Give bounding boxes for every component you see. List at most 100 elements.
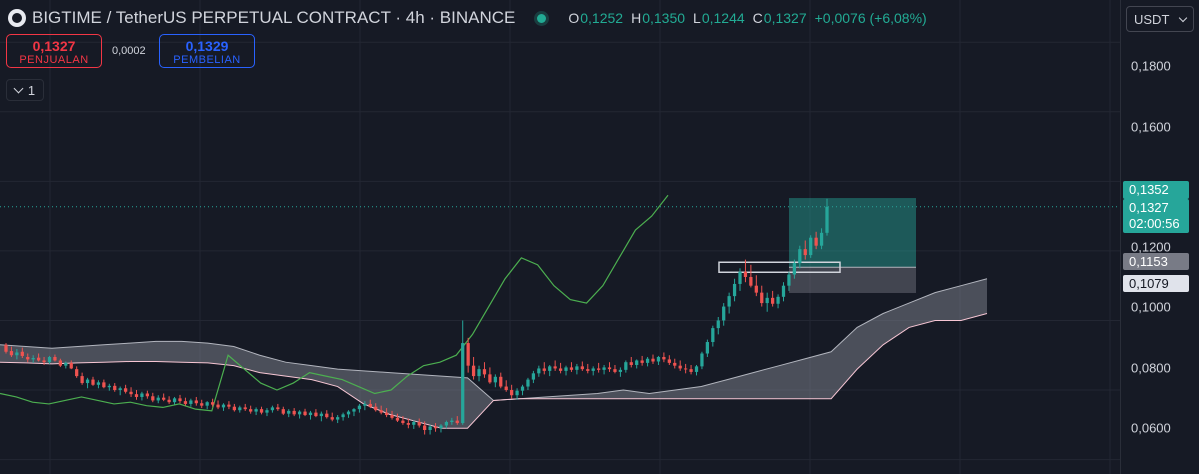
spread-value: 0,0002 — [112, 45, 146, 57]
candle-body — [167, 399, 171, 403]
candle-body — [69, 362, 73, 369]
candle-body — [770, 297, 775, 304]
candle-body — [444, 422, 449, 426]
chart-header: BIGTIME / TetherUS PERPETUAL CONTRACT · … — [8, 6, 927, 30]
candle-body — [809, 237, 813, 256]
ohlc-close-key: C — [752, 10, 763, 26]
lagging-span-path — [0, 194, 669, 412]
candle-body — [287, 410, 291, 414]
candle-body — [189, 400, 193, 404]
sell-button[interactable]: 0,1327 PENJUALAN — [6, 34, 102, 68]
candle-body — [700, 353, 704, 367]
candle-body — [42, 360, 46, 363]
candle-body — [624, 362, 628, 370]
sell-price: 0,1327 — [32, 38, 76, 54]
candle-body — [134, 394, 139, 397]
candle-body — [760, 292, 764, 304]
indicators-toggle[interactable]: 1 — [6, 79, 44, 101]
candle-body — [471, 365, 476, 377]
candle-body — [64, 362, 68, 366]
grid-lines — [0, 0, 1120, 474]
axis-tick-label: 0,1200 — [1131, 239, 1171, 255]
candle-body — [352, 409, 356, 412]
indicator-count: 1 — [27, 82, 36, 98]
candle-body — [374, 406, 378, 411]
candle-body — [232, 406, 236, 411]
candle-body — [384, 412, 389, 416]
candle-body — [526, 379, 530, 387]
candle-body — [651, 358, 655, 362]
candle-body — [172, 398, 177, 403]
candle-body — [613, 369, 617, 372]
candle-body — [645, 358, 650, 363]
buy-price: 0,1329 — [185, 38, 229, 54]
cloud-area — [0, 278, 987, 429]
lagging-span-line — [0, 194, 669, 412]
candle-body — [330, 417, 334, 420]
profit-zone — [789, 198, 916, 268]
candle-body — [4, 344, 8, 352]
candle-body — [270, 407, 275, 411]
price-axis[interactable] — [1120, 0, 1199, 474]
candle-body — [819, 232, 824, 246]
candle-body — [461, 343, 465, 424]
candle-body — [466, 343, 470, 366]
candle-body — [515, 390, 519, 396]
candle-body — [792, 263, 797, 275]
candle-body — [433, 426, 438, 429]
symbol-title[interactable]: BIGTIME / TetherUS PERPETUAL CONTRACT · … — [32, 8, 516, 27]
last-price-tag: 0,1327 02:00:56 — [1123, 199, 1189, 233]
candle-body — [597, 368, 601, 370]
currency-select[interactable]: USDT — [1126, 6, 1194, 32]
candle-body — [722, 306, 726, 321]
candle-body — [537, 368, 541, 374]
candle-body — [26, 356, 30, 360]
candle-body — [336, 417, 340, 420]
candle-body — [151, 396, 155, 401]
candle-body — [80, 376, 84, 384]
buy-button[interactable]: 0,1329 PEMBELIAN — [159, 34, 255, 68]
candle-body — [629, 362, 633, 365]
candle-body — [558, 368, 563, 371]
candle-body — [727, 296, 731, 307]
bar-countdown: 02:00:56 — [1129, 216, 1180, 231]
candle-body — [390, 415, 394, 418]
candle-body — [297, 411, 302, 415]
candle-body — [200, 403, 204, 406]
ohlc-low: 0,1244 — [701, 10, 745, 26]
candle-body — [580, 366, 584, 370]
candle-body — [635, 360, 639, 365]
candle-body — [221, 404, 226, 408]
position-tool[interactable] — [718, 198, 916, 293]
currency-label: USDT — [1134, 11, 1170, 27]
candle-body — [368, 403, 372, 407]
candle-body — [531, 373, 536, 380]
candle-body — [450, 420, 454, 423]
candle-body — [102, 382, 106, 388]
candle-body — [814, 237, 818, 246]
candle-body — [569, 367, 574, 370]
entry-price-tag: 0,1153 — [1123, 253, 1189, 270]
ohlc-high: 0,1350 — [642, 10, 686, 26]
candle-body — [564, 367, 568, 371]
candle-body — [113, 385, 117, 391]
candle-body — [363, 403, 367, 406]
candle-body — [401, 420, 405, 424]
axis-tick-label: 0,1000 — [1131, 299, 1171, 315]
candle-body — [227, 404, 231, 407]
candle-body — [667, 359, 671, 363]
price-chart[interactable] — [0, 0, 1120, 474]
high-price-tag: 0,1352 — [1123, 181, 1189, 199]
candle-body — [455, 420, 459, 424]
candle-body — [787, 274, 791, 286]
candle-body — [520, 386, 525, 391]
candle-body — [749, 276, 753, 286]
candle-body — [711, 328, 715, 343]
candle-body — [31, 358, 35, 360]
candle-body — [205, 402, 209, 406]
candle-body — [96, 382, 101, 385]
candle-body — [156, 397, 160, 401]
candle-body — [210, 402, 215, 405]
candle-body — [308, 412, 313, 416]
candle-body — [36, 357, 41, 361]
